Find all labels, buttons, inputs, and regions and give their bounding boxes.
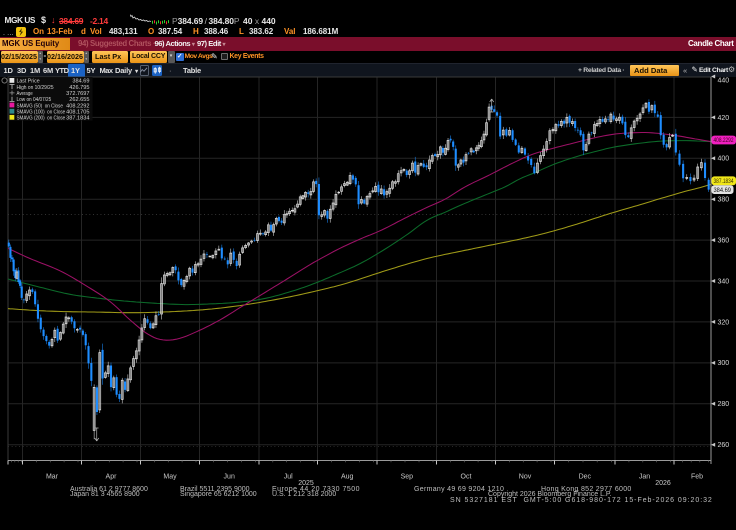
svg-text:260: 260 <box>718 442 730 449</box>
svg-text:420: 420 <box>718 115 730 122</box>
svg-text:384.69: 384.69 <box>714 187 732 194</box>
svg-text:360: 360 <box>718 238 730 245</box>
svg-text:387.1834: 387.1834 <box>66 116 89 122</box>
svg-text:408.1705: 408.1705 <box>66 110 89 116</box>
svg-text:Low on 04/07/25: Low on 04/07/25 <box>17 97 52 103</box>
svg-text:Aug: Aug <box>341 474 354 481</box>
svg-text:Nov: Nov <box>519 474 532 481</box>
svg-text:2026: 2026 <box>655 480 671 487</box>
svg-text:Oct: Oct <box>461 474 472 481</box>
svg-text:SMAVG (100) on Close: SMAVG (100) on Close <box>17 110 66 116</box>
svg-text:2025: 2025 <box>298 480 314 487</box>
svg-text:Apr: Apr <box>106 474 118 481</box>
svg-text:SMAVG (200) on Close: SMAVG (200) on Close <box>17 116 66 122</box>
svg-text:Feb: Feb <box>691 474 703 481</box>
svg-text:340: 340 <box>718 278 730 285</box>
svg-text:320: 320 <box>718 319 730 326</box>
svg-text:426.795: 426.795 <box>69 85 89 91</box>
svg-text:380: 380 <box>718 197 730 204</box>
svg-text:384.69: 384.69 <box>72 79 89 85</box>
svg-text:Jan: Jan <box>639 474 650 481</box>
svg-text:387.1834: 387.1834 <box>714 179 735 185</box>
svg-text:Last Price: Last Price <box>17 79 40 85</box>
svg-text:372.7697: 372.7697 <box>66 91 89 97</box>
svg-text:408.2292: 408.2292 <box>66 103 89 109</box>
svg-text:262.655: 262.655 <box>69 97 89 103</box>
svg-text:408.2292: 408.2292 <box>714 138 735 144</box>
svg-text:400: 400 <box>718 156 730 163</box>
svg-text:Average: Average <box>17 91 33 97</box>
svg-text:SMAVG (50) on Close: SMAVG (50) on Close <box>17 103 63 109</box>
svg-text:May: May <box>163 474 177 481</box>
svg-text:Jul: Jul <box>284 474 293 481</box>
svg-text:280: 280 <box>718 401 730 408</box>
svg-text:300: 300 <box>718 360 730 367</box>
svg-text:Sep: Sep <box>401 474 414 481</box>
svg-text:Mar: Mar <box>46 474 59 481</box>
svg-text:High on 10/29/25: High on 10/29/25 <box>17 85 54 91</box>
svg-text:440: 440 <box>718 77 730 84</box>
svg-text:Jun: Jun <box>224 474 235 481</box>
svg-text:Dec: Dec <box>579 474 592 481</box>
